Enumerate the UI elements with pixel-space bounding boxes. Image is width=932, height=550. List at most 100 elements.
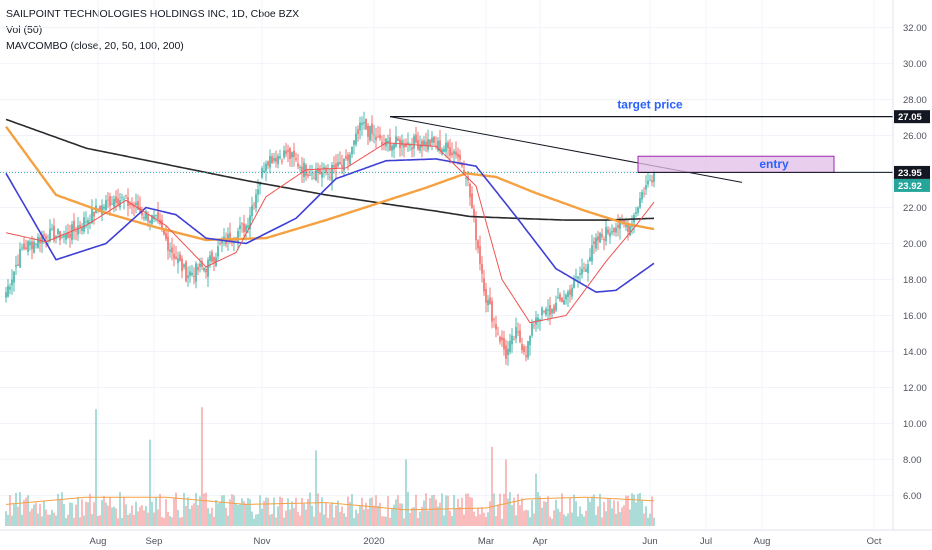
- price-axis[interactable]: 6.00 8.00 10.00 12.00 14.00 16.00 18.00 20.00 22…: [892, 0, 930, 530]
- volume-bar: [557, 508, 559, 526]
- candle-body: [323, 167, 325, 170]
- volume-bar: [191, 505, 193, 526]
- candle-body: [365, 118, 367, 130]
- volume-bar: [33, 504, 35, 526]
- y-tick-label: 32.00: [903, 23, 927, 34]
- candle-body: [203, 268, 205, 271]
- y-tick-label: 8.00: [903, 455, 922, 466]
- volume-bar: [387, 496, 389, 526]
- candle-body: [221, 241, 223, 244]
- candle-body: [267, 161, 269, 166]
- volume-bar: [617, 501, 619, 526]
- volume-bar: [611, 508, 613, 526]
- candle-body: [599, 232, 601, 243]
- candle-body: [277, 156, 279, 165]
- volume-bar: [297, 511, 299, 526]
- volume-bar: [597, 506, 599, 526]
- volume-bar: [323, 514, 325, 526]
- drawings[interactable]: target price entry: [0, 98, 893, 183]
- candle-body: [549, 305, 551, 316]
- volume-bar: [367, 509, 369, 526]
- candle-body: [319, 169, 321, 175]
- volume-bar: [563, 514, 565, 526]
- candle-body: [453, 151, 455, 154]
- volume-bar: [583, 516, 585, 526]
- volume-bar: [255, 514, 257, 526]
- volume-bar: [83, 515, 85, 526]
- volume-bar: [351, 494, 353, 526]
- volume-bar: [263, 500, 265, 526]
- volume-bar: [289, 509, 291, 526]
- volume-bar: [435, 499, 437, 526]
- volume-bar: [221, 495, 223, 526]
- volume-bar: [363, 509, 365, 526]
- volume-bar: [59, 499, 61, 526]
- candle-body: [341, 164, 343, 167]
- volume-bar: [445, 495, 447, 526]
- volume-bar: [11, 515, 13, 526]
- candle-body: [115, 196, 117, 203]
- volume-bar: [265, 497, 267, 526]
- candle-body: [19, 248, 21, 268]
- candle-body: [447, 142, 449, 148]
- legend-mavcombo[interactable]: MAVCOMBO (close, 20, 50, 100, 200): [6, 40, 184, 52]
- candle-body: [25, 247, 27, 250]
- candle-body: [645, 185, 647, 190]
- volume-bar: [513, 497, 515, 526]
- candle-body: [419, 144, 421, 151]
- candle-body: [595, 237, 597, 249]
- volume-bar: [249, 499, 251, 526]
- volume-bar: [507, 498, 509, 526]
- volume-bar: [41, 516, 43, 526]
- candle-body: [429, 139, 431, 146]
- candle-body: [439, 140, 441, 151]
- volume-bar: [219, 502, 221, 526]
- candle-body: [331, 164, 333, 182]
- volume-bar: [175, 492, 177, 526]
- volume-bar: [89, 493, 91, 526]
- volume-bar: [529, 517, 531, 526]
- volume-bar: [577, 516, 579, 526]
- legend-volume[interactable]: Vol (50): [6, 24, 43, 36]
- volume-bar: [377, 505, 379, 526]
- volume-bar: [145, 506, 147, 526]
- candle-body: [605, 227, 607, 242]
- volume-bar: [71, 502, 73, 526]
- y-tick-label: 10.00: [903, 419, 927, 430]
- volume-bar: [15, 492, 17, 526]
- volume-bar: [449, 510, 451, 526]
- candle-body: [187, 275, 189, 279]
- candle-body: [219, 242, 221, 244]
- volume-bar: [527, 510, 529, 526]
- volume-bar: [361, 497, 363, 526]
- volume-bar: [177, 509, 179, 526]
- time-axis[interactable]: Aug Sep Nov 2020 Mar Apr Jun Jul Aug Oct: [0, 529, 932, 547]
- volume-bar: [169, 516, 171, 526]
- volume-bar: [311, 505, 313, 526]
- candle-body: [61, 237, 63, 239]
- moving-averages: [5, 118, 655, 324]
- volume-bar: [607, 498, 609, 526]
- candle-body: [107, 199, 109, 201]
- y-tick-label: 26.00: [903, 131, 927, 142]
- x-tick-label: 2020: [363, 536, 384, 547]
- volume-bar: [285, 510, 287, 526]
- volume-bar: [49, 514, 51, 526]
- volume-bar: [403, 518, 405, 526]
- candle-body: [309, 174, 311, 176]
- candle-body: [597, 236, 599, 241]
- candle-body: [135, 202, 137, 206]
- x-tick-label: Aug: [754, 536, 771, 547]
- candle-body: [263, 170, 265, 173]
- candle-body: [193, 276, 195, 278]
- volume-bar: [651, 496, 653, 526]
- volume-bar: [433, 494, 435, 526]
- volume-bar: [579, 506, 581, 526]
- volume-bar: [519, 505, 521, 526]
- legend-title[interactable]: SAILPOINT TECHNOLOGIES HOLDINGS INC, 1D,…: [6, 8, 300, 20]
- volume-bar: [461, 497, 463, 526]
- volume-bar: [301, 497, 303, 526]
- candle-body: [519, 330, 521, 342]
- volume-bar: [533, 513, 535, 526]
